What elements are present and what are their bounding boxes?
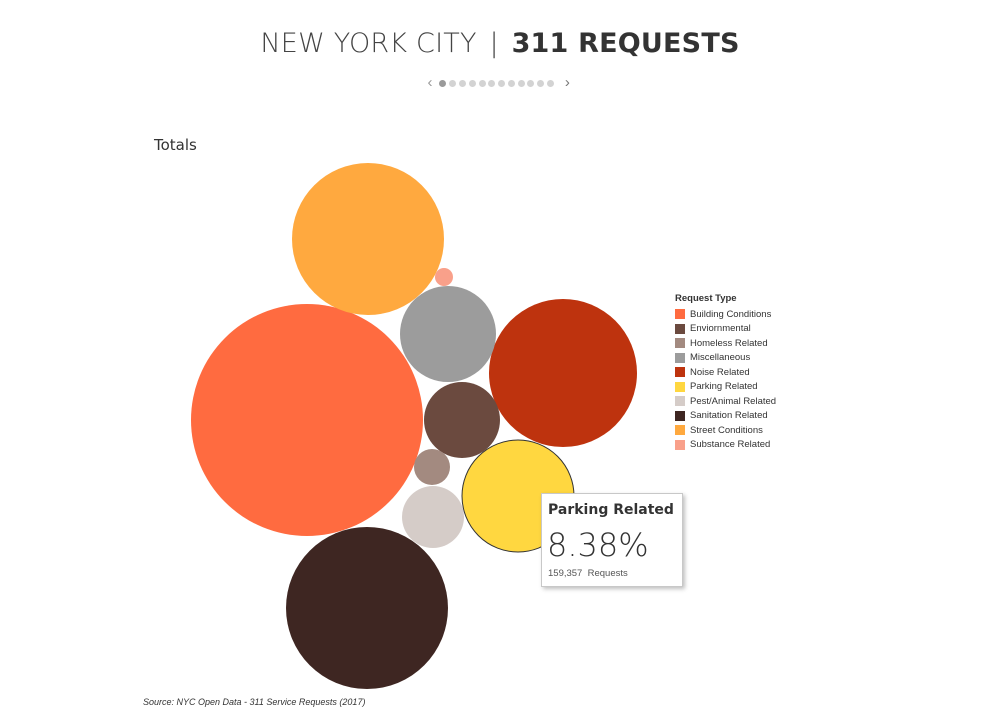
legend-title: Request Type	[675, 293, 737, 304]
legend-item[interactable]: Sanitation Related	[675, 409, 776, 424]
bubble-sanitation-related[interactable]	[286, 527, 448, 689]
tooltip-value: 8.38%	[547, 526, 649, 564]
legend-label: Parking Related	[690, 381, 758, 393]
legend-label: Building Conditions	[690, 308, 772, 320]
bubble-miscellaneous[interactable]	[400, 286, 496, 382]
legend-swatch	[675, 367, 685, 378]
legend-swatch	[675, 309, 685, 320]
pager-dot[interactable]	[507, 79, 515, 87]
legend-label: Substance Related	[690, 439, 771, 451]
legend-swatch	[675, 338, 685, 349]
story-pager: ‹ ›	[424, 74, 573, 91]
legend-label: Enviornmental	[690, 323, 751, 335]
legend-label: Pest/Animal Related	[690, 395, 777, 407]
pager-dot[interactable]	[478, 79, 486, 87]
chevron-left-icon[interactable]: ‹	[427, 74, 433, 91]
legend-swatch	[675, 410, 685, 421]
bubble-street-conditions[interactable]	[292, 163, 444, 315]
title-city: NEW YORK CITY	[260, 28, 477, 59]
legend-item[interactable]: Noise Related	[675, 365, 776, 380]
pager-dots	[438, 79, 555, 87]
legend-item[interactable]: Building Conditions	[675, 307, 776, 322]
legend-swatch	[675, 396, 685, 407]
legend-label: Sanitation Related	[690, 410, 768, 422]
tooltip-count: 159,357 Requests	[548, 568, 628, 579]
title-separator: |	[489, 28, 499, 59]
pager-dot[interactable]	[458, 79, 466, 87]
pager-dot[interactable]	[498, 79, 506, 87]
pager-dot[interactable]	[449, 79, 457, 87]
legend-items: Building Conditions Enviornmental Homeless…	[675, 307, 776, 452]
legend-label: Homeless Related	[690, 337, 768, 349]
pager-dot[interactable]	[488, 79, 496, 87]
bubble-building-conditions[interactable]	[191, 304, 423, 536]
bubble-substance-related[interactable]	[435, 268, 453, 286]
bubble-noise-related[interactable]	[489, 299, 637, 447]
legend-item[interactable]: Substance Related	[675, 438, 776, 453]
bubble-homeless-related[interactable]	[414, 449, 450, 485]
legend-swatch	[675, 381, 685, 392]
dashboard-title: NEW YORK CITY | 311 REQUESTS	[0, 28, 1000, 59]
legend-item[interactable]: Homeless Related	[675, 336, 776, 351]
legend-swatch	[675, 425, 685, 436]
pager-dot[interactable]	[517, 79, 525, 87]
tooltip: Parking Related 8.38% 159,357 Requests	[541, 493, 683, 587]
source-note: Source: NYC Open Data - 311 Service Requ…	[143, 697, 366, 707]
pager-dot[interactable]	[439, 79, 447, 87]
tooltip-title: Parking Related	[548, 502, 674, 518]
legend-label: Miscellaneous	[690, 352, 751, 364]
title-main: 311 REQUESTS	[511, 28, 740, 59]
section-label-totals: Totals	[154, 136, 197, 154]
pager-dot[interactable]	[546, 79, 554, 87]
pager-dot[interactable]	[468, 79, 476, 87]
legend-item[interactable]: Parking Related	[675, 380, 776, 395]
tooltip-count-number: 159,357	[548, 568, 583, 579]
legend-swatch	[675, 352, 685, 363]
chevron-right-icon[interactable]: ›	[564, 74, 570, 91]
legend-item[interactable]: Street Conditions	[675, 423, 776, 438]
legend-item[interactable]: Pest/Animal Related	[675, 394, 776, 409]
bubble-enviornmental[interactable]	[424, 382, 500, 458]
tooltip-count-label: Requests	[587, 568, 628, 579]
legend-item[interactable]: Miscellaneous	[675, 351, 776, 366]
legend-swatch	[675, 439, 685, 450]
legend-item[interactable]: Enviornmental	[675, 322, 776, 337]
legend-label: Street Conditions	[690, 424, 763, 436]
bubble-pest-animal-related[interactable]	[402, 486, 464, 548]
legend-label: Noise Related	[690, 366, 750, 378]
legend-swatch	[675, 323, 685, 334]
pager-dot[interactable]	[537, 79, 545, 87]
legend: Request Type Building Conditions Enviornm…	[675, 293, 776, 452]
pager-dot[interactable]	[527, 79, 535, 87]
